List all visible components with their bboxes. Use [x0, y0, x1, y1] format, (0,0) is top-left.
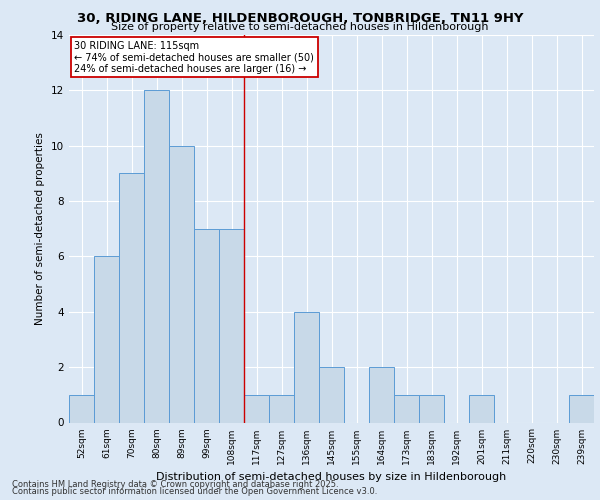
Bar — [94, 256, 119, 422]
Bar — [419, 395, 444, 422]
Bar — [294, 312, 319, 422]
Text: 30, RIDING LANE, HILDENBOROUGH, TONBRIDGE, TN11 9HY: 30, RIDING LANE, HILDENBOROUGH, TONBRIDG… — [77, 12, 523, 26]
Text: Contains HM Land Registry data © Crown copyright and database right 2025.: Contains HM Land Registry data © Crown c… — [12, 480, 338, 489]
X-axis label: Distribution of semi-detached houses by size in Hildenborough: Distribution of semi-detached houses by … — [157, 472, 506, 482]
Bar — [69, 395, 94, 422]
Bar — [144, 90, 169, 422]
Bar — [119, 174, 144, 422]
Bar — [569, 395, 594, 422]
Bar — [394, 395, 419, 422]
Bar — [169, 146, 194, 422]
Bar — [244, 395, 269, 422]
Text: 30 RIDING LANE: 115sqm
← 74% of semi-detached houses are smaller (50)
24% of sem: 30 RIDING LANE: 115sqm ← 74% of semi-det… — [74, 41, 314, 74]
Text: Contains public sector information licensed under the Open Government Licence v3: Contains public sector information licen… — [12, 487, 377, 496]
Text: Size of property relative to semi-detached houses in Hildenborough: Size of property relative to semi-detach… — [111, 22, 489, 32]
Bar — [319, 367, 344, 422]
Bar — [369, 367, 394, 422]
Bar — [219, 229, 244, 422]
Bar — [194, 229, 219, 422]
Y-axis label: Number of semi-detached properties: Number of semi-detached properties — [35, 132, 46, 325]
Bar — [269, 395, 294, 422]
Bar — [469, 395, 494, 422]
